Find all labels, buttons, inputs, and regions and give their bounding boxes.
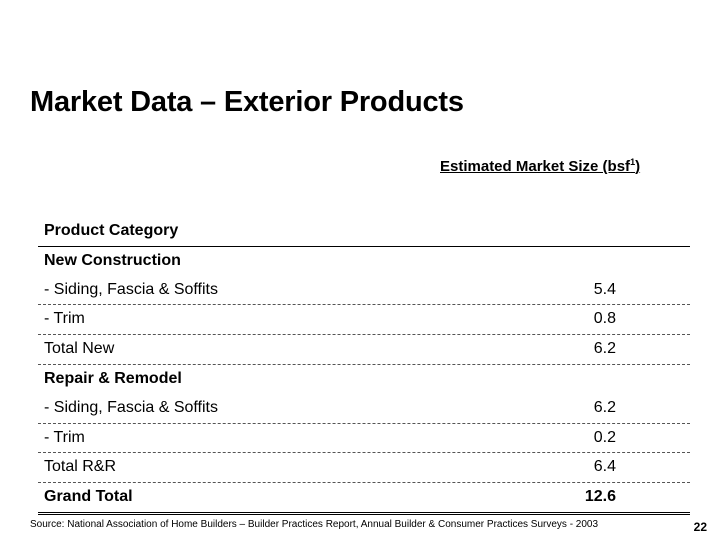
row-value: 12.6: [584, 488, 616, 506]
market-table: Product Category New Construction - Sidi…: [38, 217, 690, 515]
row-label: Repair & Remodel: [44, 369, 182, 387]
table-row: - Trim 0.2: [38, 424, 690, 454]
row-label: Total R&R: [44, 458, 117, 476]
column-header-text: Estimated Market Size (bsf: [440, 158, 631, 175]
subtotal-row-new: Total New 6.2: [38, 335, 690, 365]
row-label: Product Category: [44, 222, 179, 239]
section-row-repair-remodel: Repair & Remodel: [38, 365, 690, 394]
row-label: - Trim: [44, 428, 85, 446]
row-label: Total New: [44, 340, 115, 358]
row-label: - Siding, Fascia & Soffits: [44, 398, 218, 416]
grand-total-row: Grand Total 12.6: [38, 483, 690, 515]
table-row: - Trim 0.8: [38, 305, 690, 336]
row-label: - Trim: [44, 310, 85, 328]
page-number: 22: [693, 520, 707, 534]
table-row: - Siding, Fascia & Soffits 5.4: [38, 276, 690, 306]
subtotal-row-rr: Total R&R 6.4: [38, 453, 690, 484]
column-header: Estimated Market Size (bsf1): [440, 157, 640, 175]
row-label: - Siding, Fascia & Soffits: [44, 280, 218, 298]
row-value: 0.8: [593, 310, 616, 328]
footnote-marker: 1: [630, 157, 636, 167]
source-note: Source: National Association of Home Bui…: [30, 519, 599, 530]
column-header-suffix: ): [635, 158, 641, 175]
section-row-new-construction: New Construction: [38, 247, 690, 276]
row-value: 6.4: [593, 458, 616, 476]
table-row: - Siding, Fascia & Soffits 6.2: [38, 394, 690, 424]
row-label: Grand Total: [44, 488, 133, 506]
page-title: Market Data – Exterior Products: [30, 86, 464, 118]
table-header-row: Product Category: [38, 217, 690, 247]
row-value: 6.2: [593, 398, 616, 416]
row-value: 0.2: [593, 428, 616, 446]
row-value: 6.2: [593, 340, 616, 358]
row-label: New Construction: [44, 251, 181, 269]
row-value: 5.4: [593, 280, 616, 298]
